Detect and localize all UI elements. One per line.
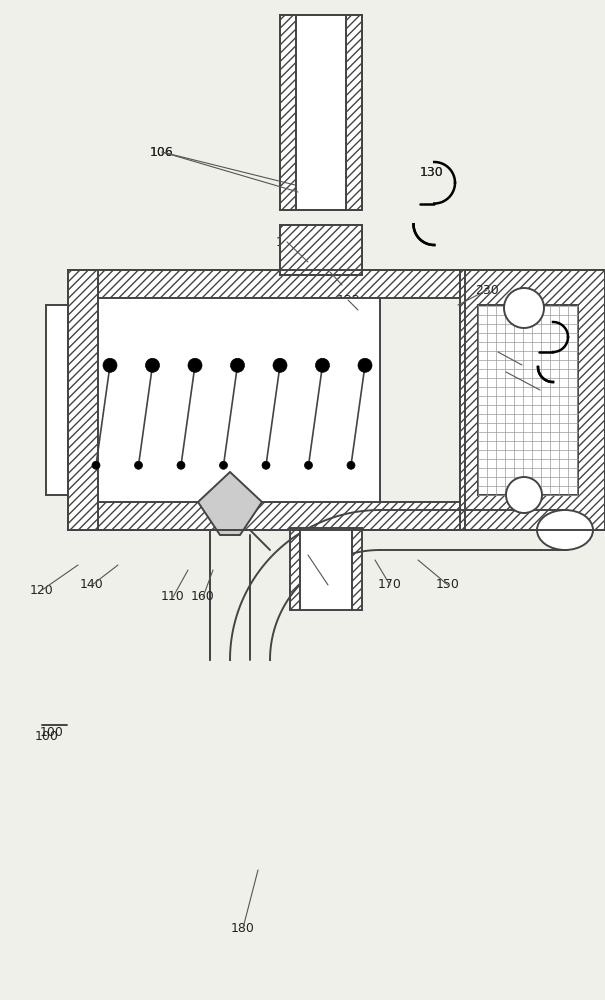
Text: 230: 230 bbox=[475, 284, 499, 296]
Bar bbox=[280, 15, 296, 210]
Circle shape bbox=[347, 461, 355, 469]
Ellipse shape bbox=[537, 510, 593, 550]
Bar bbox=[68, 270, 465, 530]
Text: 190: 190 bbox=[316, 578, 340, 591]
Circle shape bbox=[231, 358, 244, 372]
Bar bbox=[68, 270, 98, 530]
Circle shape bbox=[220, 461, 227, 469]
Circle shape bbox=[358, 358, 372, 372]
Text: 150: 150 bbox=[436, 578, 460, 591]
Text: 130: 130 bbox=[420, 165, 444, 178]
Bar bbox=[280, 225, 362, 275]
Text: 200: 200 bbox=[556, 328, 580, 342]
Text: 130: 130 bbox=[420, 165, 444, 178]
Text: 200: 200 bbox=[556, 328, 580, 342]
Bar bbox=[98, 298, 380, 502]
Text: 131: 131 bbox=[275, 235, 299, 248]
Text: 220: 220 bbox=[528, 383, 552, 396]
Circle shape bbox=[315, 358, 330, 372]
Bar bbox=[460, 270, 605, 530]
Text: 140: 140 bbox=[80, 578, 104, 591]
Circle shape bbox=[304, 461, 313, 469]
Text: 100: 100 bbox=[40, 726, 64, 738]
Text: 170: 170 bbox=[378, 578, 402, 591]
Bar bbox=[280, 15, 362, 210]
Text: 106: 106 bbox=[150, 145, 174, 158]
Bar bbox=[478, 305, 578, 495]
Circle shape bbox=[262, 461, 270, 469]
Text: 100: 100 bbox=[35, 730, 59, 744]
Text: 106: 106 bbox=[150, 145, 174, 158]
Text: 160: 160 bbox=[191, 590, 215, 603]
Text: 210: 210 bbox=[510, 359, 534, 371]
Bar bbox=[98, 270, 465, 298]
Bar bbox=[280, 225, 362, 275]
Bar bbox=[296, 15, 346, 210]
Bar bbox=[460, 270, 605, 530]
Text: 180: 180 bbox=[231, 922, 255, 934]
Bar bbox=[352, 528, 362, 610]
Circle shape bbox=[145, 358, 160, 372]
Circle shape bbox=[188, 358, 202, 372]
Circle shape bbox=[273, 358, 287, 372]
Bar bbox=[290, 528, 300, 610]
Bar bbox=[46, 305, 68, 495]
Polygon shape bbox=[198, 472, 262, 535]
Circle shape bbox=[177, 461, 185, 469]
Circle shape bbox=[92, 461, 100, 469]
Circle shape bbox=[506, 477, 542, 513]
Bar bbox=[98, 502, 465, 530]
Text: 120: 120 bbox=[30, 584, 54, 596]
Circle shape bbox=[134, 461, 143, 469]
Text: 110: 110 bbox=[161, 590, 185, 603]
Circle shape bbox=[504, 288, 544, 328]
Bar bbox=[300, 528, 352, 610]
Text: 132: 132 bbox=[318, 265, 342, 278]
Circle shape bbox=[103, 358, 117, 372]
Bar bbox=[346, 15, 362, 210]
Text: 133: 133 bbox=[336, 294, 360, 306]
